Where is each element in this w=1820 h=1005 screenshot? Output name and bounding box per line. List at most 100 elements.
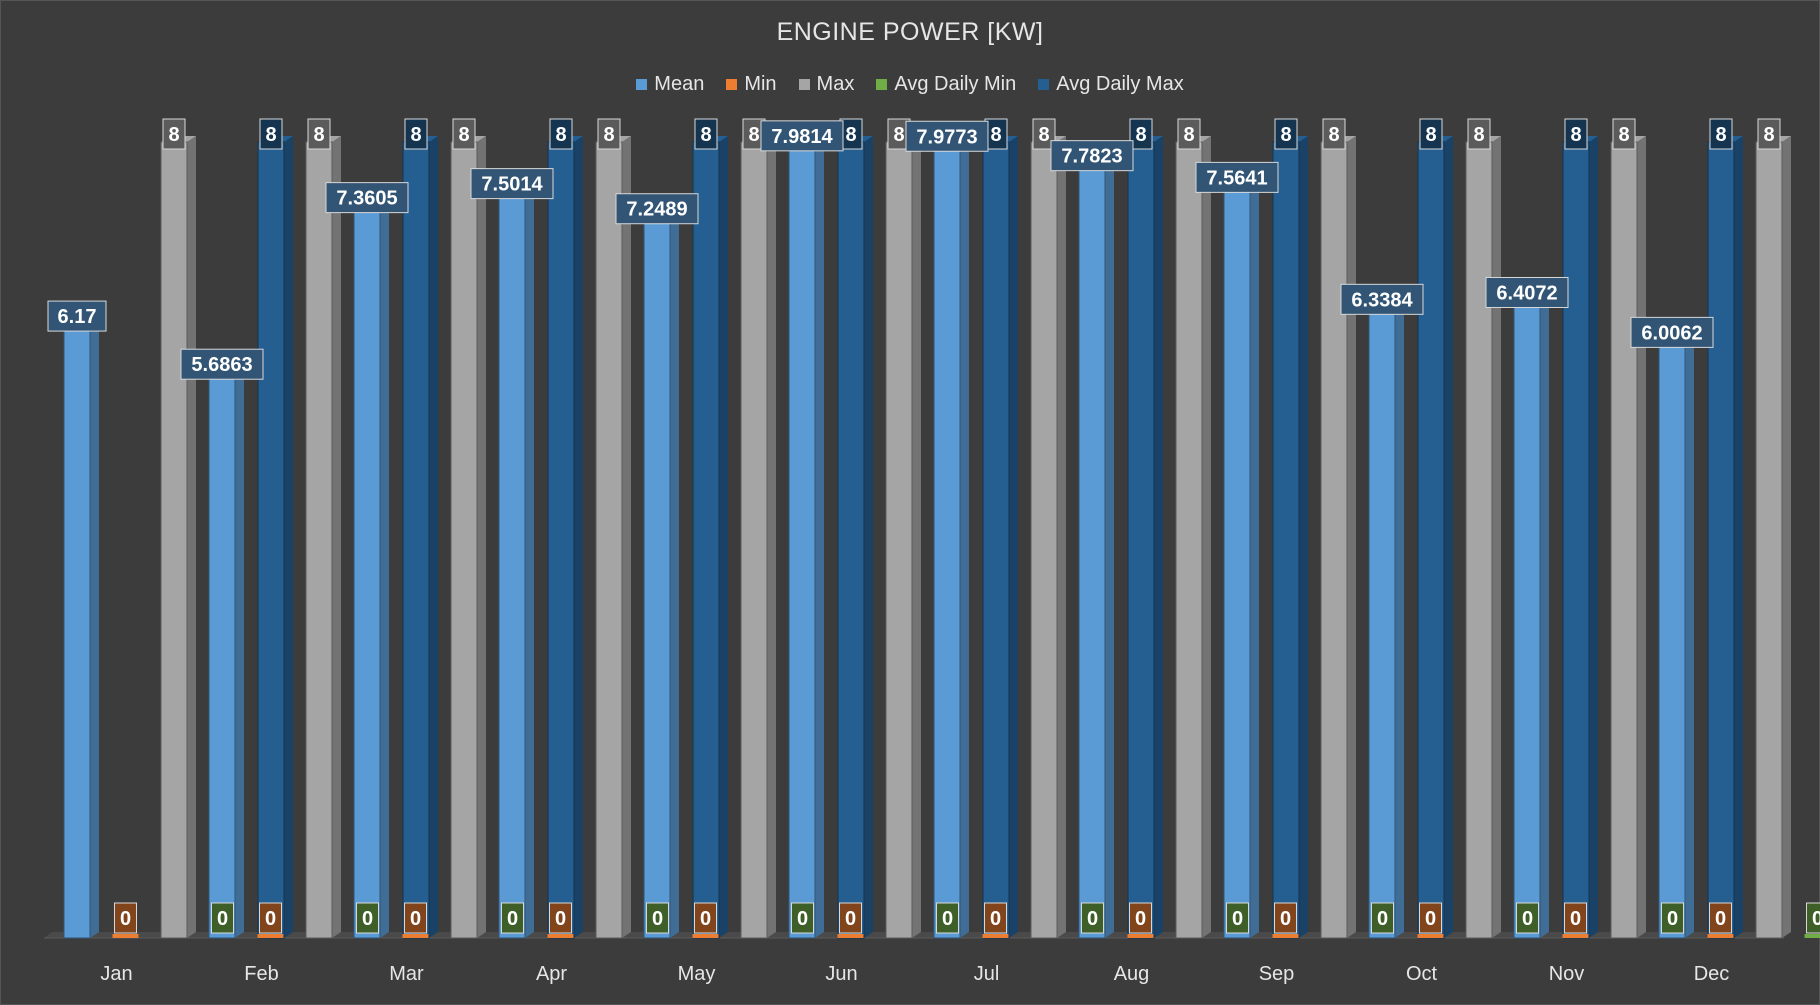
bar-avg-daily-max-apr xyxy=(692,141,720,939)
data-label-max-mar-box xyxy=(452,118,476,150)
bar-max-apr-side xyxy=(622,136,631,938)
bar-mean-may xyxy=(643,216,671,939)
data-label-min-mar-box xyxy=(404,902,427,934)
bar-min-may xyxy=(692,934,719,938)
bar-avg-daily-max-nov xyxy=(1707,141,1735,939)
x-tick-label-apr: Apr xyxy=(536,963,567,985)
legend-swatch xyxy=(726,79,738,90)
data-label-max-aug: 8 xyxy=(1183,124,1194,146)
legend-item-max: Max xyxy=(798,73,854,96)
data-label-min-jan: 0 xyxy=(120,908,131,930)
data-label-max-feb: 8 xyxy=(313,124,324,146)
x-tick-label-dec: Dec xyxy=(1694,963,1730,985)
bar-mean-aug-side xyxy=(1105,157,1114,939)
data-label-avg-daily-max-apr-box xyxy=(694,118,718,150)
data-label-avg-daily-max-sep: 8 xyxy=(1425,124,1436,146)
data-label-mean-mar-box xyxy=(325,182,409,214)
data-label-min-jan-box xyxy=(114,902,137,934)
bar-mean-nov xyxy=(1513,299,1541,939)
bar-avg-daily-max-apr-side xyxy=(719,136,728,938)
data-label-max-jun: 8 xyxy=(893,124,904,146)
bar-min-feb xyxy=(257,934,284,938)
data-label-max-sep-box xyxy=(1322,118,1346,150)
bar-avg-daily-max-aug xyxy=(1272,141,1300,939)
data-label-mean-apr: 7.5014 xyxy=(481,174,543,196)
data-label-avg-daily-min-aug: 0 xyxy=(1232,908,1243,930)
data-label-min-dec: 0 xyxy=(1715,908,1726,930)
bar-max-sep xyxy=(1320,141,1348,939)
data-label-avg-daily-min-sep: 0 xyxy=(1377,908,1388,930)
bar-mean-jun xyxy=(788,143,816,939)
data-label-min-jun-box xyxy=(839,902,862,934)
bar-max-mar-side xyxy=(477,136,486,938)
bar-avg-daily-max-may-side xyxy=(864,136,873,938)
data-label-min-feb-box xyxy=(259,902,282,934)
chart-title: ENGINE POWER [KW] xyxy=(776,18,1044,46)
data-label-mean-jan: 6.17 xyxy=(58,306,97,328)
bar-mean-feb-side xyxy=(235,366,244,938)
bar-mean-dec xyxy=(1658,339,1686,939)
data-label-mean-feb: 5.6863 xyxy=(191,354,252,376)
bar-min-mar xyxy=(402,934,429,938)
bar-min-jun xyxy=(837,934,864,938)
bar-max-dec-side xyxy=(1782,136,1791,938)
data-label-max-oct-box xyxy=(1467,118,1491,150)
data-label-avg-daily-max-jun: 8 xyxy=(990,124,1001,146)
x-tick-label-nov: Nov xyxy=(1549,963,1585,985)
data-label-max-apr: 8 xyxy=(603,124,614,146)
bar-min-apr xyxy=(547,934,574,938)
data-label-mean-may-box xyxy=(615,193,699,225)
data-label-avg-daily-min-sep-box xyxy=(1371,902,1394,934)
data-label-mean-oct-box xyxy=(1340,283,1424,315)
x-tick-label-jul: Jul xyxy=(974,963,1000,985)
data-label-max-oct: 8 xyxy=(1473,124,1484,146)
bar-mean-mar xyxy=(353,205,381,939)
data-label-avg-daily-max-aug-box xyxy=(1274,118,1298,150)
bar-max-jun xyxy=(885,141,913,939)
data-label-avg-daily-min-may-box xyxy=(791,902,814,934)
bar-max-jun-side xyxy=(912,136,921,938)
x-tick-label-feb: Feb xyxy=(244,963,278,985)
data-label-avg-daily-min-jan: 0 xyxy=(217,908,228,930)
data-label-avg-daily-min-jun: 0 xyxy=(942,908,953,930)
data-label-avg-daily-max-oct: 8 xyxy=(1570,124,1581,146)
data-label-min-oct: 0 xyxy=(1425,908,1436,930)
data-label-mean-feb-box xyxy=(180,348,264,380)
x-tick-label-sep: Sep xyxy=(1259,963,1295,985)
data-label-min-sep: 0 xyxy=(1280,908,1291,930)
data-label-avg-daily-max-jan-box xyxy=(259,118,283,150)
data-label-avg-daily-max-jan: 8 xyxy=(265,124,276,146)
x-tick-label-jun: Jun xyxy=(825,963,857,985)
data-label-avg-daily-max-jul: 8 xyxy=(1135,124,1146,146)
data-label-max-may: 8 xyxy=(748,124,759,146)
bar-mean-jul xyxy=(933,143,961,939)
data-label-min-nov-box xyxy=(1564,902,1587,934)
bar-mean-sep xyxy=(1223,184,1251,939)
data-label-avg-daily-min-feb: 0 xyxy=(362,908,373,930)
data-label-avg-daily-min-nov-box xyxy=(1661,902,1684,934)
bar-max-oct-side xyxy=(1492,136,1501,938)
legend-swatch xyxy=(798,79,810,90)
bar-avg-daily-max-mar xyxy=(547,141,575,939)
data-label-mean-jul-box xyxy=(905,120,989,152)
x-tick-label-oct: Oct xyxy=(1406,963,1438,985)
data-label-avg-daily-min-oct: 0 xyxy=(1522,908,1533,930)
data-label-mean-aug: 7.7823 xyxy=(1061,146,1122,168)
bar-mean-nov-side xyxy=(1540,294,1549,938)
data-label-mean-sep: 7.5641 xyxy=(1206,167,1267,189)
data-label-mean-dec: 6.0062 xyxy=(1641,322,1702,344)
bar-avg-daily-max-jul-side xyxy=(1154,136,1163,938)
bar-avg-daily-max-mar-side xyxy=(574,136,583,938)
data-label-avg-daily-min-may: 0 xyxy=(797,908,808,930)
x-tick-label-aug: Aug xyxy=(1114,963,1150,985)
x-tick-label-jan: Jan xyxy=(100,963,132,985)
data-label-avg-daily-max-nov: 8 xyxy=(1715,124,1726,146)
bar-avg-daily-max-aug-side xyxy=(1299,136,1308,938)
legend: Mean Min Max Avg Daily Min Avg Daily Max xyxy=(0,73,1820,96)
bar-min-dec xyxy=(1707,934,1734,938)
data-label-avg-daily-min-jan-box xyxy=(211,902,234,934)
bar-mean-jul-side xyxy=(960,138,969,938)
x-tick-label-mar: Mar xyxy=(389,963,424,985)
data-label-avg-daily-min-dec: 0 xyxy=(1812,908,1820,930)
bar-max-nov-side xyxy=(1637,136,1646,938)
